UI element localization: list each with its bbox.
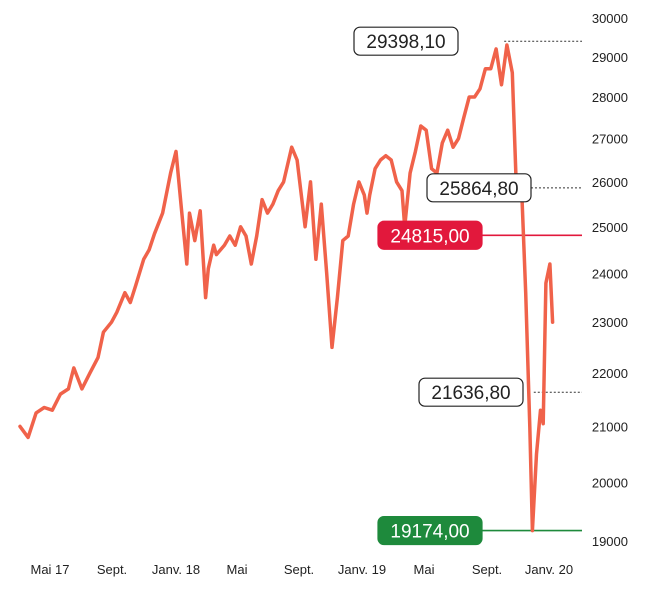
- x-tick-label: Mai: [227, 562, 248, 577]
- x-tick-label: Janv. 19: [338, 562, 386, 577]
- annotation-label: 24815,00: [377, 220, 483, 250]
- x-tick-label: Sept.: [97, 562, 127, 577]
- x-tick-label: Sept.: [284, 562, 314, 577]
- value-annotations: 29398,10 25864,80 24815,00 21636,80 19174,00: [353, 26, 532, 546]
- annotation-label: 29398,10: [353, 26, 459, 56]
- x-tick-label: Janv. 20: [525, 562, 573, 577]
- annotation-box: [353, 26, 459, 56]
- y-tick-label: 21000: [592, 419, 628, 434]
- y-tick-label: 29000: [592, 50, 628, 65]
- annotation-label: 19174,00: [377, 515, 483, 546]
- y-tick-label: 30000: [592, 11, 628, 26]
- y-tick-label: 27000: [592, 132, 628, 147]
- annotation-value: 21636,80: [431, 383, 510, 404]
- y-tick-label: 25000: [592, 220, 628, 235]
- y-tick-label: 24000: [592, 267, 628, 282]
- y-tick-label: 22000: [592, 366, 628, 381]
- annotation-box: [377, 220, 483, 250]
- annotation-label: 21636,80: [418, 377, 524, 407]
- y-axis: 19000 20000 21000 22000 23000 24000 25000 26000…: [592, 11, 628, 549]
- annotation-box: [418, 377, 524, 407]
- series-line: [18, 43, 555, 533]
- annotation-value: 25864,80: [439, 179, 518, 200]
- y-tick-label: 23000: [592, 315, 628, 330]
- y-tick-label: 19000: [592, 534, 628, 549]
- annotation-value: 19174,00: [390, 522, 469, 543]
- x-tick-label: Mai: [414, 562, 435, 577]
- annotation-box: [377, 515, 483, 546]
- annotation-label: 25864,80: [426, 173, 532, 203]
- x-axis: Mai 17 Sept. Janv. 18 Mai Sept. Janv. 19 Mai Se…: [30, 562, 573, 577]
- annotation-value: 24815,00: [390, 226, 469, 247]
- y-tick-label: 20000: [592, 475, 628, 490]
- annotation-box: [426, 173, 532, 203]
- y-tick-label: 26000: [592, 175, 628, 190]
- x-tick-label: Mai 17: [30, 562, 69, 577]
- x-tick-label: Janv. 18: [152, 562, 200, 577]
- annotation-value: 29398,10: [366, 32, 445, 53]
- x-tick-label: Sept.: [472, 562, 502, 577]
- y-tick-label: 28000: [592, 90, 628, 105]
